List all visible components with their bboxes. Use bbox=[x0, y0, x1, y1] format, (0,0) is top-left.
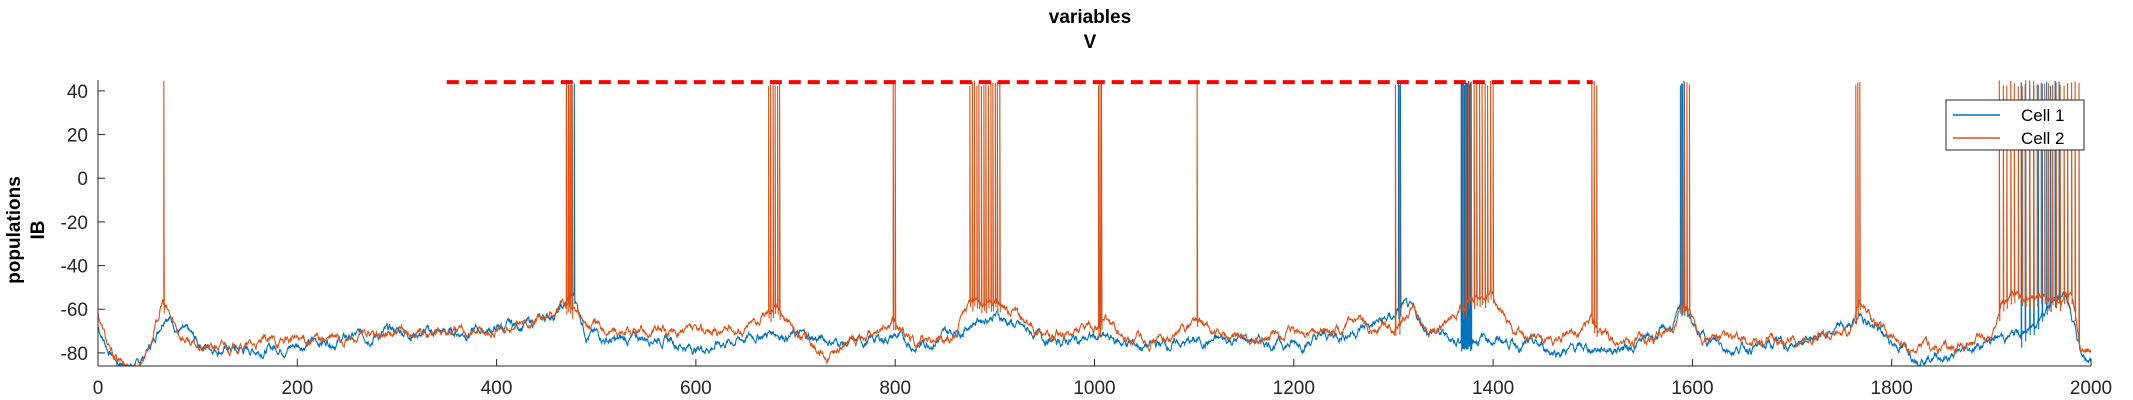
y-axis-label-line-1: populations bbox=[4, 176, 25, 284]
x-tick-label: 800 bbox=[879, 378, 911, 399]
legend-label-cell-1: Cell 1 bbox=[2021, 106, 2064, 125]
y-tick-label: -80 bbox=[61, 344, 88, 365]
x-tick-label: 1800 bbox=[1871, 378, 1913, 399]
x-tick-label: 1600 bbox=[1671, 378, 1713, 399]
x-tick-label: 400 bbox=[481, 378, 513, 399]
x-tick-label: 600 bbox=[680, 378, 712, 399]
x-tick-label: 200 bbox=[281, 378, 313, 399]
legend-label-cell-2: Cell 2 bbox=[2021, 129, 2064, 148]
x-tick-label: 1000 bbox=[1073, 378, 1115, 399]
x-tick-label: 1400 bbox=[1472, 378, 1514, 399]
y-tick-label: -20 bbox=[61, 213, 88, 234]
legend[interactable]: Cell 1 Cell 2 bbox=[1945, 99, 2085, 151]
y-tick-label: 20 bbox=[67, 126, 88, 147]
y-axis: -80 -60 -40 -20 0 20 40 bbox=[61, 80, 105, 366]
y-axis-label-line-2: IB bbox=[28, 221, 49, 240]
y-tick-label: 0 bbox=[77, 169, 88, 190]
legend-box bbox=[1945, 99, 2085, 151]
y-tick-label: -40 bbox=[61, 257, 88, 278]
plot-area bbox=[98, 80, 2091, 366]
chart-title-line-2: V bbox=[1084, 32, 1097, 53]
y-tick-label: 40 bbox=[67, 82, 88, 103]
y-tick-label: -60 bbox=[61, 300, 88, 321]
x-tick-label: 2000 bbox=[2070, 378, 2112, 399]
series-line-cell-2 bbox=[98, 80, 2091, 366]
chart-title-line-1: variables bbox=[1049, 7, 1131, 28]
x-tick-label: 1200 bbox=[1273, 378, 1315, 399]
x-axis: 0 200 400 600 800 1000 1200 1400 1600 1800 2000 bbox=[93, 359, 2112, 399]
series-traces bbox=[98, 80, 2091, 366]
x-tick-label: 0 bbox=[93, 378, 104, 399]
y-axis-label: populations IB bbox=[4, 176, 49, 284]
